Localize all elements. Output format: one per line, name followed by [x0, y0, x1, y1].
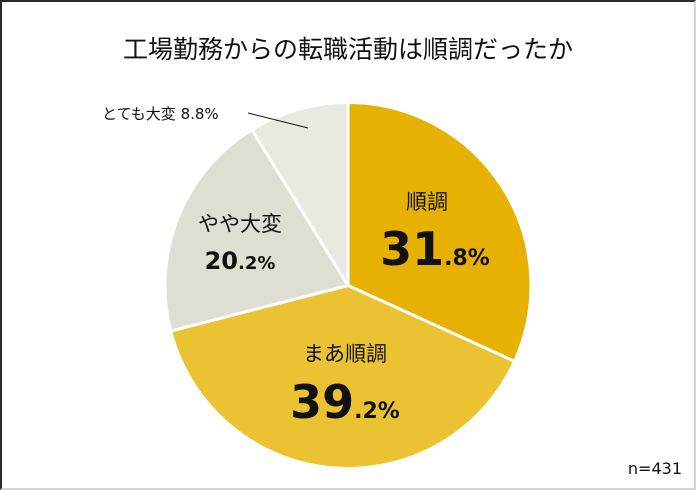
slice-value-maa-junchou: 39.2% [290, 375, 400, 429]
slice-value-junchou: 31.8% [380, 222, 490, 276]
slice-label-junchou: 順調 [372, 186, 482, 216]
slice-yaya-taihen [163, 128, 350, 333]
leader-line [247, 112, 309, 129]
slice-label-maa-junchou: まあ順調 [270, 338, 420, 368]
slice-junchou [346, 101, 533, 363]
slice-category: やや大変 [198, 212, 282, 236]
slice-maa-junchou [169, 284, 517, 470]
slice-totemo-taihen [250, 101, 350, 287]
slice-value-yaya-taihen: 20.2% [204, 247, 276, 275]
sample-size: n=431 [627, 459, 682, 478]
slice-category: 順調 [406, 190, 448, 214]
slice-label-totemo-taihen: とても大変 8.8% [102, 105, 219, 123]
slice-category: まあ順調 [303, 342, 387, 366]
chart-title: 工場勤務からの転職活動は順調だったか [122, 35, 573, 64]
slice-label-yaya-taihen: やや大変 [180, 208, 300, 238]
